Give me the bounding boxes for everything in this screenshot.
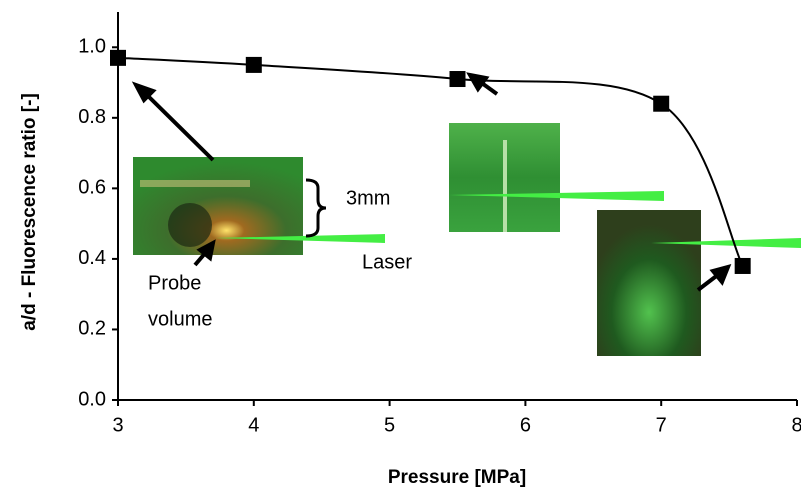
- arrow-head: [709, 264, 732, 286]
- photo-shadow: [168, 203, 212, 247]
- annotation: volume: [148, 308, 212, 330]
- annotation: Probe: [148, 272, 201, 294]
- point: [110, 49, 126, 66]
- laser-sheet: [449, 191, 664, 201]
- annotation: 3mm: [346, 187, 390, 209]
- arrow-head: [131, 81, 157, 104]
- arrow: [144, 92, 215, 162]
- y-axis-label: a/d - Fluorescence ratio [-]: [19, 93, 40, 331]
- x-tick-label: 3: [112, 414, 123, 436]
- y-tick-label: 0.2: [78, 318, 106, 340]
- photo-jet: [503, 140, 507, 232]
- x-tick-label: 4: [248, 414, 259, 436]
- y-tick-label: 0.8: [78, 106, 106, 128]
- y-tick-label: 0.6: [78, 177, 106, 199]
- point: [653, 95, 670, 112]
- pointers: [131, 72, 732, 292]
- y-tick-label: 1.0: [78, 36, 106, 58]
- laser-sheet: [651, 238, 801, 248]
- point: [245, 56, 262, 73]
- x-tick-label: 7: [656, 414, 667, 436]
- brace: [305, 178, 327, 238]
- laser-sheet: [215, 234, 385, 243]
- photo-probe: [133, 157, 303, 255]
- point: [734, 257, 751, 274]
- photo-high: [597, 210, 701, 356]
- x-axis-label: Pressure [MPa]: [388, 467, 526, 488]
- x-tick-label: 5: [384, 414, 395, 436]
- y-tick-label: 0.0: [78, 388, 106, 410]
- photos: [133, 123, 801, 356]
- x-tick-label: 6: [520, 414, 531, 436]
- x-tick-label: 8: [791, 414, 801, 436]
- arrow-head: [196, 239, 216, 262]
- annotation: Laser: [362, 251, 412, 273]
- arrow-head: [466, 72, 490, 93]
- point: [449, 71, 466, 88]
- photo-nozzle: [140, 180, 250, 187]
- y-tick-label: 0.4: [78, 247, 106, 269]
